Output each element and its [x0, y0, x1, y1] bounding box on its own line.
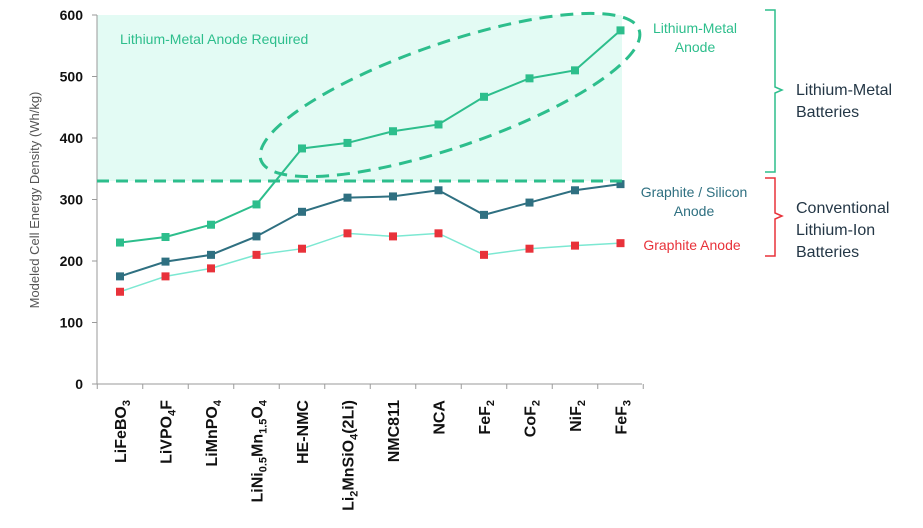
y-tick-label: 500 [60, 69, 84, 85]
silicon-anode-label-line2: Anode [674, 203, 715, 219]
x-tick-label: LiVPO4F [159, 400, 179, 464]
marker-silicon [116, 272, 124, 281]
y-tick-label: 0 [75, 376, 83, 392]
marker-graphite [161, 272, 170, 281]
marker-graphite [480, 250, 488, 259]
x-tick-label: FeF3 [614, 400, 634, 435]
marker-graphite [434, 229, 443, 238]
y-tick-label: 100 [60, 315, 84, 331]
marker-silicon [571, 186, 579, 195]
series-line-graphite [119, 232, 621, 293]
y-axis-label: Modeled Cell Energy Density (Wh/kg) [27, 92, 42, 309]
marker-metal [525, 74, 534, 83]
marker-silicon [161, 257, 170, 266]
group-metal-line1: Lithium-Metal [796, 82, 892, 99]
lithium-metal-required-region [97, 15, 622, 182]
marker-silicon [252, 232, 261, 241]
marker-graphite [207, 264, 215, 273]
x-tick-label: LiFeBO3 [113, 400, 133, 463]
marker-metal [480, 92, 488, 101]
x-tick-label: NiF2 [568, 400, 588, 432]
marker-metal [571, 66, 579, 75]
group-conv-line2: Lithium-Ion [796, 222, 875, 239]
marker-silicon [298, 207, 306, 216]
series-lines [119, 29, 622, 293]
marker-metal [116, 238, 124, 247]
x-tick-labels: LiFeBO3 LiVPO4F LiMnPO4 LiNi0.5Mn1.5O4 HE-NM… [113, 399, 634, 511]
marker-metal [298, 144, 306, 153]
marker-silicon [343, 193, 352, 202]
marker-silicon [480, 210, 488, 219]
group-metal-line2: Batteries [796, 104, 859, 121]
graphite-anode-label: Graphite Anode [643, 237, 741, 253]
marker-silicon [616, 180, 625, 189]
x-tick-label: LiMnPO4 [204, 399, 224, 466]
marker-metal [207, 220, 215, 229]
x-tick-label: HE-NMC [295, 400, 312, 464]
y-tick-label: 300 [60, 192, 84, 208]
marker-graphite [571, 241, 579, 250]
x-tick-label: NMC811 [386, 400, 403, 462]
y-tick-label: 200 [60, 253, 84, 269]
region-label: Lithium-Metal Anode Required [120, 31, 308, 47]
marker-silicon [389, 192, 397, 201]
marker-graphite [525, 244, 534, 253]
marker-metal [161, 233, 170, 242]
series-line-metal [119, 29, 622, 244]
marker-graphite [343, 229, 352, 238]
x-tick-label: CoF2 [523, 400, 543, 437]
marker-silicon [434, 186, 443, 195]
marker-metal [616, 26, 625, 35]
y-tick-label: 400 [60, 130, 84, 146]
marker-metal [343, 138, 352, 147]
lithium-metal-highlight-ellipse [258, 11, 642, 179]
marker-metal [389, 127, 397, 136]
marker-graphite [116, 287, 124, 296]
lithium-metal-batteries-brace [765, 9, 784, 173]
silicon-anode-label-line1: Graphite / Silicon [641, 184, 748, 200]
conventional-batteries-brace [765, 177, 784, 257]
x-tick-label: Li2MnSiO4(2Li) [341, 400, 361, 511]
x-tick-label: FeF2 [477, 400, 497, 435]
marker-silicon [525, 198, 534, 207]
group-conv-line3: Batteries [796, 244, 859, 261]
axes [92, 14, 644, 389]
x-tick-label: NCA [432, 400, 449, 435]
marker-metal [434, 120, 443, 129]
marker-graphite [298, 244, 306, 253]
marker-metal [252, 200, 261, 209]
series-line-silicon [119, 183, 621, 278]
metal-anode-label-line1: Lithium-Metal [653, 20, 737, 36]
group-conv-line1: Conventional [796, 200, 889, 217]
marker-graphite [389, 232, 397, 241]
series-markers [116, 26, 625, 296]
x-tick-label: LiNi0.5Mn1.5O4 [250, 399, 270, 502]
marker-silicon [207, 250, 215, 259]
marker-graphite [252, 250, 261, 259]
y-tick-label: 600 [60, 7, 84, 23]
marker-graphite [616, 239, 625, 248]
metal-anode-label-line2: Anode [675, 39, 716, 55]
y-tick-labels: 0 100 200 300 400 500 600 [60, 7, 84, 392]
